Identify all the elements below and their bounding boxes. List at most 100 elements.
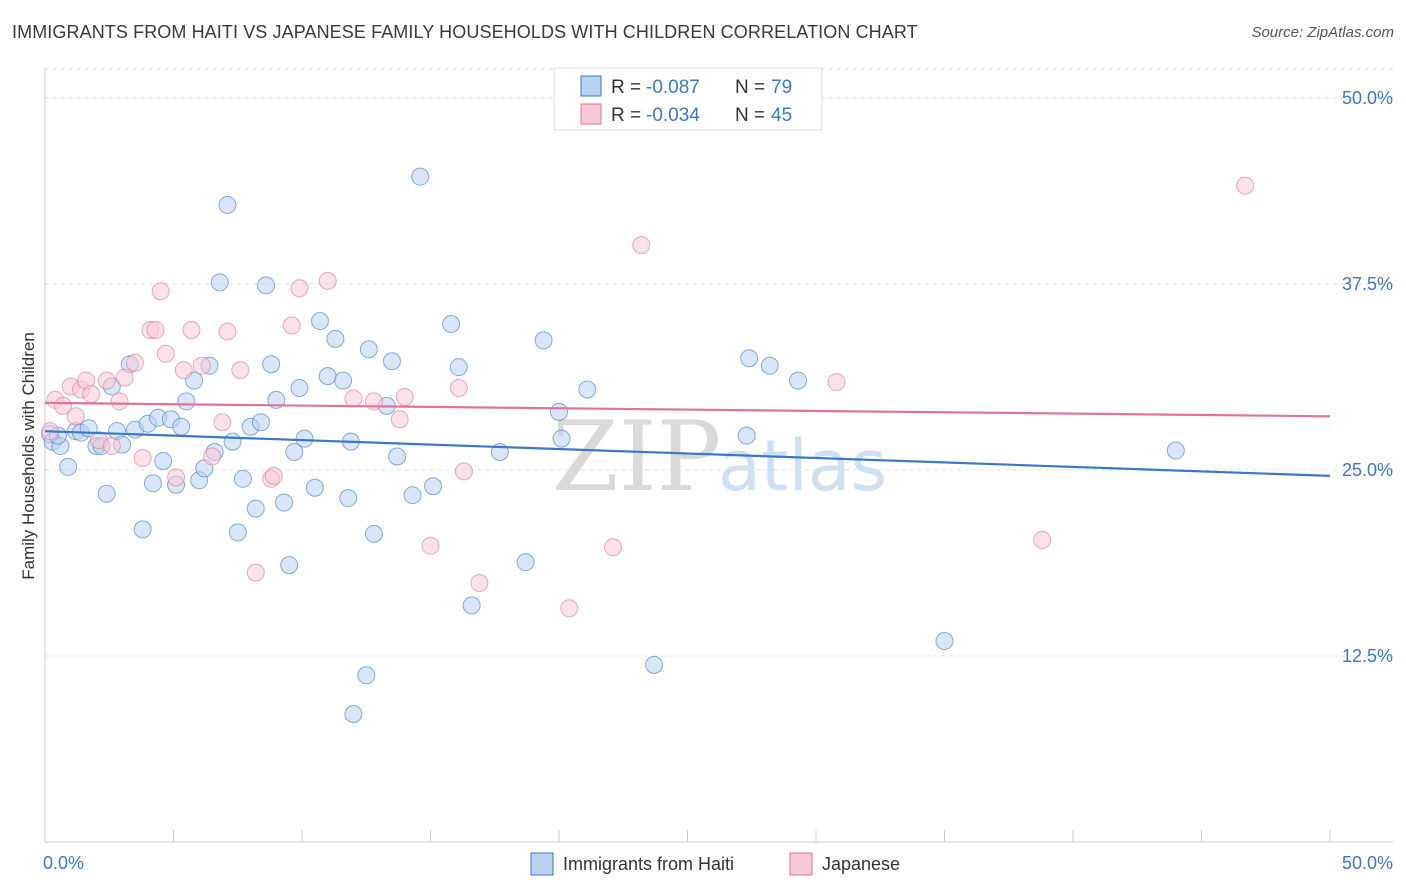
point-haiti — [424, 477, 443, 496]
stats-r-value-japanese: -0.034 — [646, 105, 700, 126]
point-haiti — [344, 704, 363, 723]
point-haiti — [257, 276, 276, 295]
point-japanese — [151, 282, 170, 301]
point-haiti — [295, 429, 314, 448]
point-japanese — [632, 236, 651, 255]
y-tick-label: 25.0% — [1342, 460, 1393, 480]
point-haiti — [223, 432, 242, 451]
legend-label-japanese[interactable]: Japanese — [822, 854, 900, 874]
stats-box: R = -0.087 N = 79 R = -0.034 N = 45 — [553, 67, 823, 131]
source-note: Source: ZipAtlas.com — [1251, 24, 1394, 41]
point-japanese — [203, 447, 222, 466]
legend-label-haiti[interactable]: Immigrants from Haiti — [563, 854, 734, 874]
point-haiti — [449, 358, 468, 377]
point-haiti — [359, 340, 378, 359]
trend-line-haiti — [44, 430, 1331, 477]
point-haiti — [462, 596, 481, 615]
point-japanese — [174, 361, 193, 380]
stats-r-value-haiti: -0.087 — [646, 77, 700, 98]
point-haiti — [550, 402, 568, 421]
y-tick-labels: 12.5% 25.0% 37.5% 50.0% — [1342, 88, 1393, 666]
point-japanese — [454, 462, 473, 481]
point-haiti — [760, 356, 779, 375]
point-japanese — [82, 384, 101, 403]
axes — [44, 68, 1393, 843]
stats-r-label-haiti: R = — [611, 77, 641, 98]
point-haiti — [318, 367, 337, 386]
point-haiti — [210, 273, 229, 292]
point-haiti — [326, 329, 345, 348]
point-haiti — [290, 379, 309, 398]
stats-swatch-haiti — [580, 75, 602, 97]
point-japanese — [53, 396, 72, 415]
point-haiti — [262, 355, 281, 374]
point-haiti — [154, 451, 173, 470]
point-haiti — [310, 312, 329, 331]
y-tick-label: 12.5% — [1342, 646, 1393, 666]
point-haiti — [442, 315, 461, 334]
point-haiti — [275, 493, 294, 512]
point-japanese — [66, 407, 85, 426]
point-haiti — [133, 520, 152, 539]
point-haiti — [364, 524, 383, 543]
x-tick-label-max: 50.0% — [1342, 853, 1393, 873]
legend: Immigrants from Haiti Japanese — [530, 852, 900, 876]
point-haiti — [552, 429, 571, 448]
point-haiti — [357, 666, 376, 685]
stats-n-value-haiti: 79 — [771, 77, 792, 98]
point-japanese — [1033, 530, 1052, 549]
point-japanese — [290, 279, 309, 298]
point-japanese — [192, 356, 211, 375]
point-haiti — [737, 426, 756, 445]
point-japanese — [282, 316, 301, 335]
point-haiti — [97, 484, 116, 503]
point-haiti — [177, 392, 196, 411]
point-haiti — [246, 499, 265, 518]
legend-swatch-japanese[interactable] — [789, 852, 813, 876]
point-japanese — [827, 373, 846, 392]
legend-swatch-haiti[interactable] — [530, 852, 554, 876]
point-japanese — [395, 387, 414, 406]
stats-n-label-haiti: N = — [735, 77, 765, 98]
point-japanese — [560, 599, 579, 618]
point-haiti — [1166, 441, 1185, 460]
watermark: ZIP atlas — [552, 401, 887, 513]
point-japanese — [421, 536, 440, 555]
point-haiti — [218, 195, 237, 214]
point-haiti — [740, 349, 759, 368]
point-japanese — [115, 368, 134, 387]
point-japanese — [125, 353, 144, 372]
point-haiti — [285, 443, 304, 462]
point-haiti — [172, 417, 191, 436]
point-japanese — [1236, 176, 1255, 195]
point-haiti — [251, 413, 270, 432]
trend-line-japanese — [44, 401, 1331, 418]
stats-n-value-japanese: 45 — [771, 105, 792, 126]
point-haiti — [280, 556, 299, 575]
x-tick-label-min: 0.0% — [43, 853, 84, 873]
point-japanese — [146, 320, 165, 339]
point-japanese — [102, 437, 121, 456]
point-japanese — [167, 468, 186, 487]
point-haiti — [305, 478, 324, 497]
point-japanese — [390, 410, 409, 429]
point-japanese — [449, 379, 468, 398]
point-japanese — [246, 563, 265, 582]
point-japanese — [213, 413, 232, 432]
point-haiti — [382, 352, 401, 371]
point-japanese — [110, 392, 129, 411]
y-tick-label: 37.5% — [1342, 274, 1393, 294]
point-japanese — [264, 466, 283, 485]
point-haiti — [339, 489, 358, 508]
point-japanese — [133, 448, 152, 467]
point-haiti — [228, 523, 247, 542]
point-haiti — [233, 469, 252, 488]
point-japanese — [318, 271, 337, 290]
stats-r-label-japanese: R = — [611, 105, 641, 126]
point-japanese — [156, 344, 175, 363]
point-haiti — [935, 632, 954, 651]
point-japanese — [218, 322, 237, 341]
stats-n-label-japanese: N = — [735, 105, 765, 126]
point-haiti — [578, 380, 597, 399]
